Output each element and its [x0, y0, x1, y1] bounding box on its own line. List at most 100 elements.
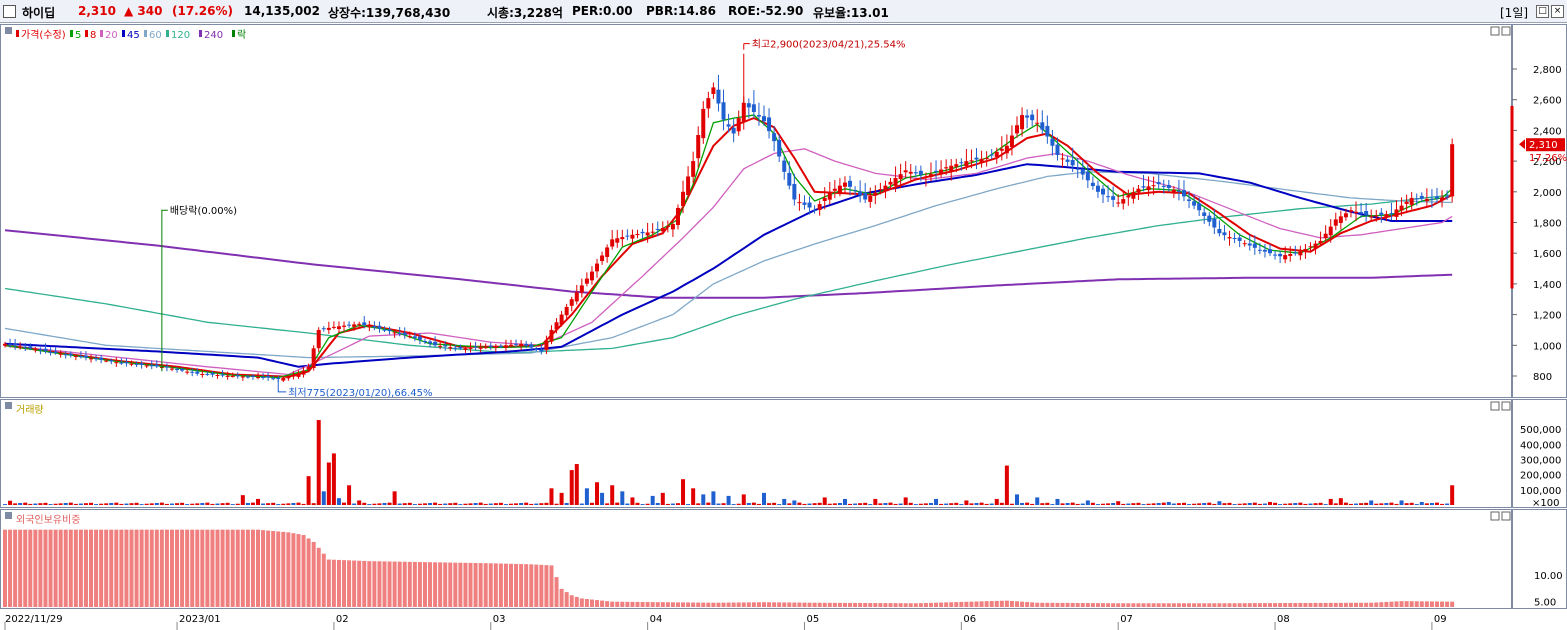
volume-bar [245, 502, 250, 505]
foreign-ownership-bar [1040, 602, 1045, 607]
foreign-ownership-bar [321, 553, 326, 607]
foreign-ownership-panel-close-icon[interactable] [1501, 511, 1511, 521]
candle-body [119, 362, 124, 364]
select-checkbox[interactable] [3, 5, 16, 18]
candle-body [392, 332, 397, 334]
volume-bar [417, 503, 422, 505]
foreign-ownership-panel-maximize-icon[interactable] [1490, 511, 1500, 521]
foreign-ownership-bar [1429, 601, 1434, 607]
price-panel-maximize-icon[interactable] [1490, 26, 1500, 36]
candle-body [969, 160, 974, 162]
maximize-icon[interactable]: □ [1536, 5, 1549, 18]
foreign-ownership-bar [1333, 602, 1338, 607]
candle-body [832, 188, 837, 191]
last-price-badge [1526, 138, 1565, 152]
candle-body [741, 102, 746, 123]
low-pointer-icon [277, 379, 287, 393]
foreign-ownership-bar [1217, 603, 1222, 607]
foreign-ownership-bar [1095, 603, 1100, 607]
volume-bar [483, 503, 488, 505]
price-panel-close-icon[interactable] [1501, 26, 1511, 36]
candle-body [1348, 210, 1353, 212]
volume-bar [923, 503, 928, 505]
foreign-ownership-bar [382, 561, 387, 607]
candle-body [539, 349, 544, 352]
candle-body [1009, 135, 1014, 147]
foreign-ownership-bar [498, 563, 503, 607]
foreign-ownership-bar [417, 562, 422, 607]
volume-bar [802, 503, 807, 505]
volume-y-tick-label: 400,000 [1520, 440, 1561, 451]
foreign-ownership-bar [701, 602, 706, 607]
volume-bar [584, 488, 589, 505]
candle-body [812, 209, 817, 211]
foreign-ownership-bar [99, 529, 104, 607]
volume-bar [858, 503, 863, 505]
volume-bar [1090, 502, 1095, 505]
candle-body [468, 347, 473, 349]
candle-body [109, 360, 114, 362]
high-annotation: 최고2,900(2023/04/21),25.54% [752, 39, 906, 51]
candle-body [1055, 144, 1060, 155]
candle-body [787, 172, 792, 186]
volume-bar [1257, 503, 1262, 505]
volume-bar [1101, 503, 1106, 505]
candle-body [1232, 237, 1237, 240]
candle-body [23, 346, 28, 348]
volume-panel-maximize-icon[interactable] [1490, 401, 1500, 411]
volume-bar [1409, 502, 1414, 505]
candle-body [1050, 138, 1055, 146]
candle-body [691, 161, 696, 177]
foreign-ownership-bar [994, 600, 999, 607]
legend-swatch [166, 30, 169, 37]
candle-body [696, 135, 701, 159]
foreign-ownership-bar [453, 562, 458, 607]
foreign-ownership-bar [276, 531, 281, 607]
volume-bar [1025, 502, 1030, 505]
foreign-ownership-bar [509, 563, 513, 607]
volume-bar [220, 503, 225, 505]
price-change-pct: (17.26%) [172, 4, 233, 18]
candle-body [675, 207, 680, 226]
foreign-ownership-bar [1020, 601, 1025, 607]
foreign-ownership-bar [164, 529, 169, 607]
volume-bar [478, 502, 483, 505]
volume-bar [853, 503, 858, 505]
foreign-ownership-bar [215, 529, 220, 607]
volume-bar [1131, 503, 1136, 505]
foreign-ownership-bar [503, 563, 508, 607]
volume-bar [898, 503, 903, 505]
foreign-ownership-bar [200, 529, 205, 607]
foreign-ownership-bar [48, 529, 53, 607]
volume-panel-close-icon[interactable] [1501, 401, 1511, 411]
volume-bar [357, 500, 362, 505]
candle-body [1293, 252, 1298, 254]
candle-body [8, 344, 13, 346]
candle-body [1141, 186, 1146, 188]
candle-body [1025, 115, 1030, 118]
foreign-ownership-bar [645, 602, 650, 607]
volume-bar [134, 502, 139, 505]
foreign-ownership-bar [1419, 601, 1424, 607]
volume-bar [1450, 485, 1455, 505]
volume-bar [271, 502, 276, 505]
candle-body [331, 326, 336, 328]
volume-bar [1399, 500, 1404, 505]
foreign-ownership-bar [868, 603, 873, 607]
foreign-ownership-legend: 외국인보유비중 [16, 514, 80, 526]
candle-body [1379, 212, 1384, 215]
listed-shares: 상장수:139,768,430 [328, 6, 451, 20]
volume-bar [1252, 502, 1257, 505]
volume-bar [240, 495, 245, 505]
volume-bar [549, 488, 554, 505]
candle-body [837, 185, 842, 193]
volume-bar [377, 503, 382, 505]
volume-bar [1313, 503, 1318, 505]
volume-unit-label: ×100 [1532, 498, 1559, 509]
candle-body [377, 325, 382, 329]
period-selector[interactable]: [1일] [1500, 6, 1529, 20]
foreign-ownership-bar [741, 602, 746, 607]
candle-body [1278, 253, 1283, 257]
close-icon[interactable]: × [1551, 5, 1564, 18]
volume-bar [928, 502, 933, 505]
